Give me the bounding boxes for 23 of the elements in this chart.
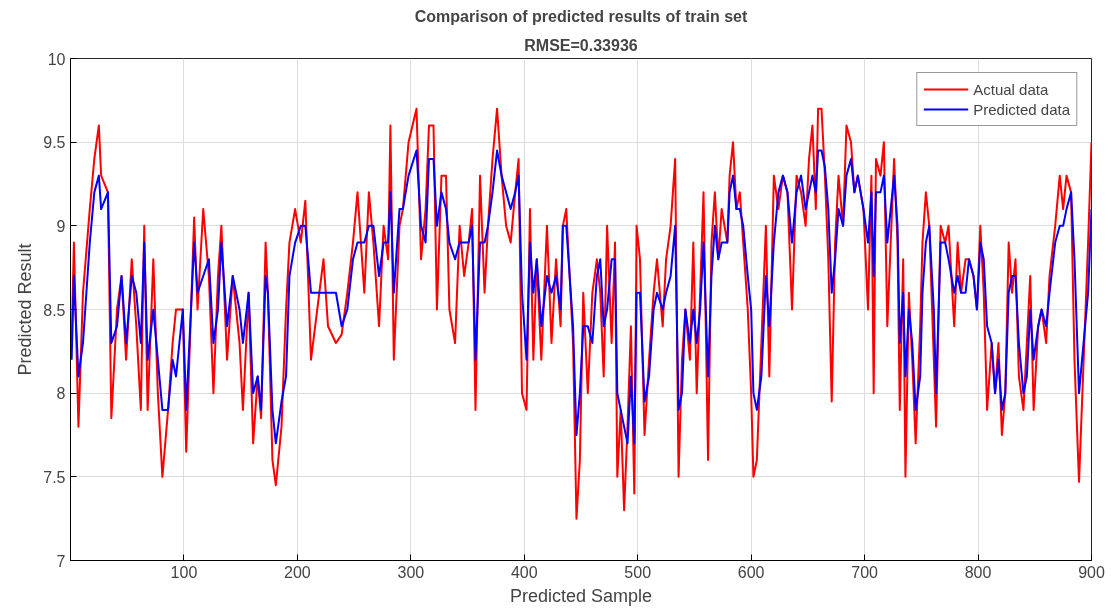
y-tick-label: 7.5 bbox=[43, 468, 66, 486]
legend-label: Predicted data bbox=[973, 100, 1070, 118]
legend-label: Actual data bbox=[973, 80, 1049, 98]
x-tick-label: 500 bbox=[624, 563, 652, 581]
y-tick-label: 8 bbox=[56, 385, 66, 403]
x-tick-label: 700 bbox=[851, 563, 879, 581]
chart-title: Comparison of predicted results of train set bbox=[414, 7, 748, 25]
y-tick-label: 9.5 bbox=[43, 134, 66, 152]
x-tick-label: 800 bbox=[964, 563, 992, 581]
line-series bbox=[70, 149, 1092, 445]
y-tick-label: 9 bbox=[56, 217, 66, 235]
x-tick-label: 100 bbox=[170, 563, 198, 581]
x-tick-label: 600 bbox=[737, 563, 765, 581]
y-tick-label: 8.5 bbox=[43, 301, 66, 319]
x-tick-label: 900 bbox=[1078, 563, 1105, 581]
y-tick-label: 10 bbox=[47, 50, 66, 68]
x-tick-label: 300 bbox=[397, 563, 425, 581]
x-tick-label: 400 bbox=[510, 563, 538, 581]
x-axis-title: Predicted Sample bbox=[509, 585, 653, 606]
y-axis-title: Predicted Result bbox=[15, 243, 36, 376]
y-tick-label: 7 bbox=[56, 552, 66, 570]
chart-subtitle: RMSE=0.33936 bbox=[524, 36, 638, 54]
x-tick-label: 200 bbox=[284, 563, 311, 581]
